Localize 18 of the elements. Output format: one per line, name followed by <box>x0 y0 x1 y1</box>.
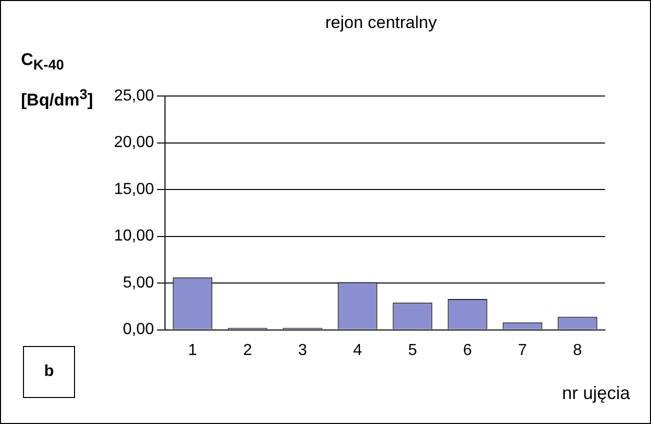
x-tick-label: 5 <box>408 342 418 359</box>
text: b <box>23 346 75 398</box>
x-tick-label: 8 <box>573 342 582 359</box>
y-tick-label: 0,00 <box>122 321 154 338</box>
x-tick-label: 1 <box>188 342 198 359</box>
x-tick-label: 3 <box>298 342 308 359</box>
y-tick-label: 20,00 <box>114 134 154 152</box>
x-tick-label: 7 <box>518 342 528 359</box>
y-tick-label: 25,00 <box>114 87 154 104</box>
x-tick-label: 2 <box>243 342 252 359</box>
y-tick-label: 10,00 <box>114 228 154 245</box>
x-axis-title: nr ujęcia <box>562 383 630 404</box>
text: C$_{K-40}$ [Bq/dm$^{3}$] <box>21 50 94 110</box>
x-tick-label: 6 <box>463 342 472 359</box>
chart-title: rejon centralny <box>324 13 438 33</box>
x-tick-label: 4 <box>353 342 362 359</box>
y-tick-label: 5,00 <box>122 274 154 292</box>
y-tick-label: 15,00 <box>114 180 154 198</box>
